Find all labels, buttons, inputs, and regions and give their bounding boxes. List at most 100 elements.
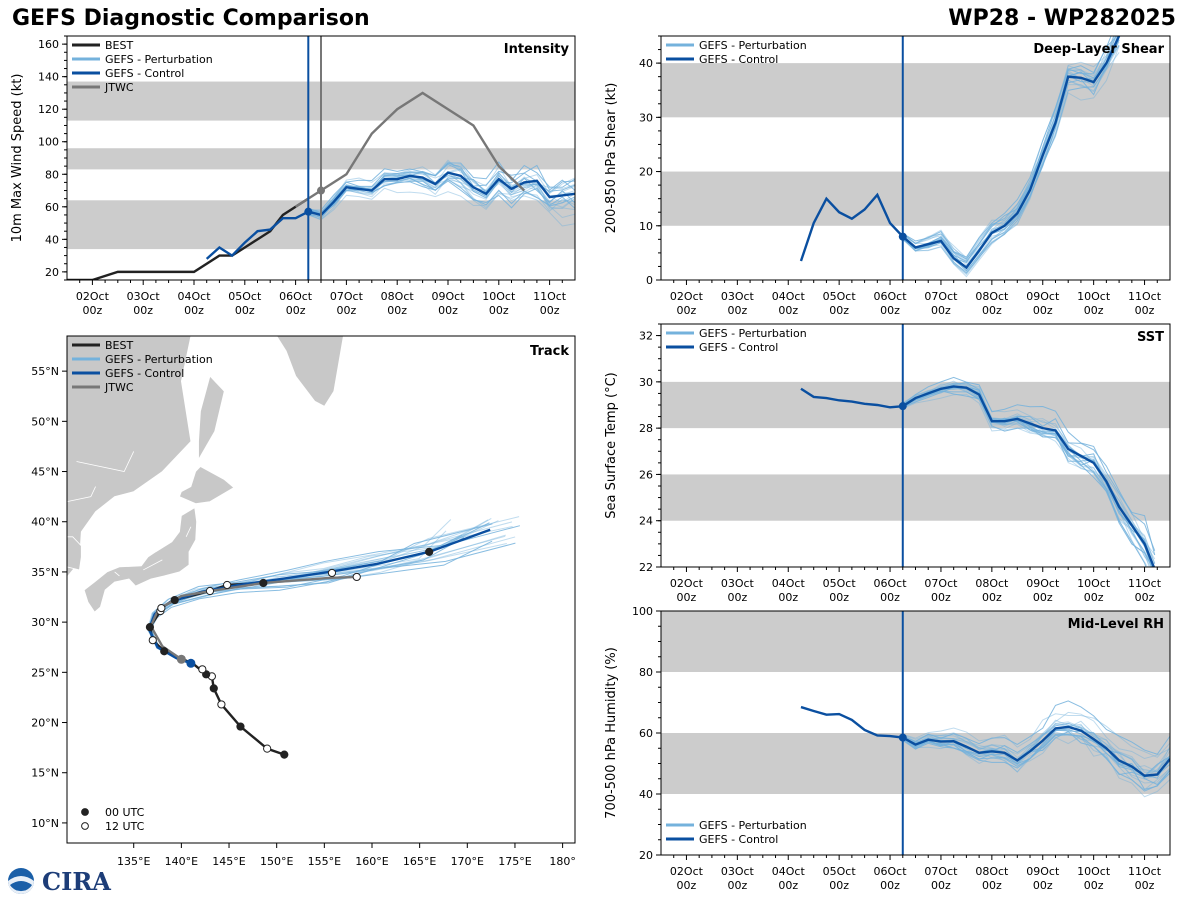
perturbation-line	[308, 187, 575, 227]
x-tick-label: 09Oct	[431, 290, 465, 303]
marker-00utc	[160, 647, 169, 656]
jtwc-track	[149, 575, 357, 661]
threshold-band	[661, 611, 1170, 672]
jtwc-line	[294, 91, 526, 208]
x-tick-label: 02Oct	[670, 865, 704, 878]
lat-tick-label: 50°N	[31, 415, 59, 428]
y-tick-label: 20	[639, 166, 653, 179]
plot-area	[661, 36, 1170, 278]
perturbation-line	[902, 727, 1170, 773]
x-tick-label: 08Oct	[975, 865, 1009, 878]
control-line	[799, 36, 1121, 270]
x-tick-label: 04Oct	[772, 577, 806, 590]
x-tick-label: 00z	[727, 304, 747, 317]
x-tick-label: 00z	[727, 879, 747, 892]
marker-12utc	[352, 572, 361, 582]
boundary-line	[143, 559, 163, 571]
x-tick-label: 06Oct	[279, 290, 313, 303]
jtwc-position-marker	[176, 654, 186, 664]
legend-label: GEFS - Perturbation	[105, 353, 213, 366]
lat-tick-label: 25°N	[31, 666, 59, 679]
y-axis-label: 200-850 hPa Shear (kt)	[604, 83, 619, 234]
x-tick-label: 11Oct	[533, 290, 567, 303]
marker-12utc	[148, 636, 157, 645]
marker-00utc	[280, 750, 289, 759]
x-tick-label: 00z	[778, 591, 798, 604]
lon-tick-label: 180°	[549, 855, 576, 868]
lon-tick-label: 140°E	[165, 855, 198, 868]
perturbation-line	[902, 45, 1120, 273]
lat-tick-label: 45°N	[31, 466, 59, 479]
plot-area	[661, 376, 1170, 567]
x-tick-label: 00z	[133, 304, 153, 317]
perturbation-line	[902, 723, 1170, 772]
y-tick-label: 24	[639, 515, 653, 528]
perturbation-line	[902, 730, 1170, 778]
perturbation-line	[308, 161, 575, 214]
lon-tick-label: 145°E	[212, 855, 245, 868]
y-tick-label: 22	[639, 561, 653, 574]
marker-12utc	[217, 700, 226, 709]
legend-label: GEFS - Control	[105, 367, 184, 380]
control-init-marker	[898, 402, 907, 411]
lat-tick-label: 10°N	[31, 817, 59, 830]
x-tick-label: 00z	[829, 304, 849, 317]
perturbation-track	[148, 540, 493, 664]
x-tick-label: 00z	[727, 591, 747, 604]
y-tick-label: 40	[639, 57, 653, 70]
y-tick-label: 26	[639, 468, 653, 481]
control-init-marker	[898, 232, 907, 241]
lon-tick-label: 160°E	[355, 855, 388, 868]
x-tick-label: 02Oct	[76, 290, 110, 303]
x-tick-label: 00z	[438, 304, 458, 317]
legend-label: 12 UTC	[105, 820, 145, 833]
legend-label: GEFS - Perturbation	[699, 39, 807, 52]
perturbation-line	[308, 163, 575, 218]
x-tick-label: 00z	[387, 304, 407, 317]
perturbation-line	[902, 713, 1170, 758]
logo-text: CIRA	[42, 867, 111, 896]
legend-label: GEFS - Perturbation	[699, 327, 807, 340]
x-tick-label: 00z	[982, 591, 1002, 604]
x-tick-label: 00z	[931, 879, 951, 892]
x-tick-label: 11Oct	[1128, 577, 1162, 590]
x-tick-label: 02Oct	[670, 577, 704, 590]
x-tick-label: 00z	[1135, 879, 1155, 892]
x-tick-label: 00z	[1084, 304, 1104, 317]
landmass-korea	[67, 536, 82, 571]
panel-title: Track	[530, 344, 569, 359]
page-title: GEFS Diagnostic Comparison	[12, 6, 370, 31]
x-tick-label: 00z	[489, 304, 509, 317]
threshold-band	[661, 733, 1170, 794]
y-tick-label: 28	[639, 422, 653, 435]
x-tick-label: 10Oct	[1077, 577, 1111, 590]
perturbation-line	[902, 722, 1170, 777]
panel-sst: 22242628303202Oct00z03Oct00z04Oct00z05Oc…	[604, 323, 1171, 604]
current-position-marker	[186, 658, 196, 668]
x-tick-label: 03Oct	[721, 865, 755, 878]
control-line	[800, 705, 1170, 777]
threshold-band	[661, 474, 1170, 521]
landmass-kamchatka	[276, 336, 344, 407]
marker-00utc	[209, 684, 218, 693]
boundary-line	[67, 486, 96, 503]
x-tick-label: 00z	[337, 304, 357, 317]
x-tick-label: 00z	[1033, 879, 1053, 892]
control-init-marker	[898, 733, 907, 742]
marker-00utc	[425, 547, 434, 556]
x-tick-label: 10Oct	[1077, 865, 1111, 878]
y-tick-label: 140	[38, 71, 59, 84]
plot-frame	[660, 323, 1171, 568]
perturbation-line	[902, 386, 1155, 567]
panel-title: Mid-Level RH	[1068, 617, 1164, 632]
perturbation-track	[147, 543, 507, 664]
y-tick-label: 40	[639, 788, 653, 801]
x-tick-label: 03Oct	[127, 290, 161, 303]
legend-label: JTWC	[104, 81, 134, 94]
x-tick-label: 08Oct	[975, 577, 1009, 590]
y-tick-label: 40	[45, 233, 59, 246]
boundary-line	[114, 571, 120, 577]
lon-tick-label: 175°E	[498, 855, 531, 868]
legend-label: BEST	[105, 339, 133, 352]
control-line	[800, 385, 1156, 567]
